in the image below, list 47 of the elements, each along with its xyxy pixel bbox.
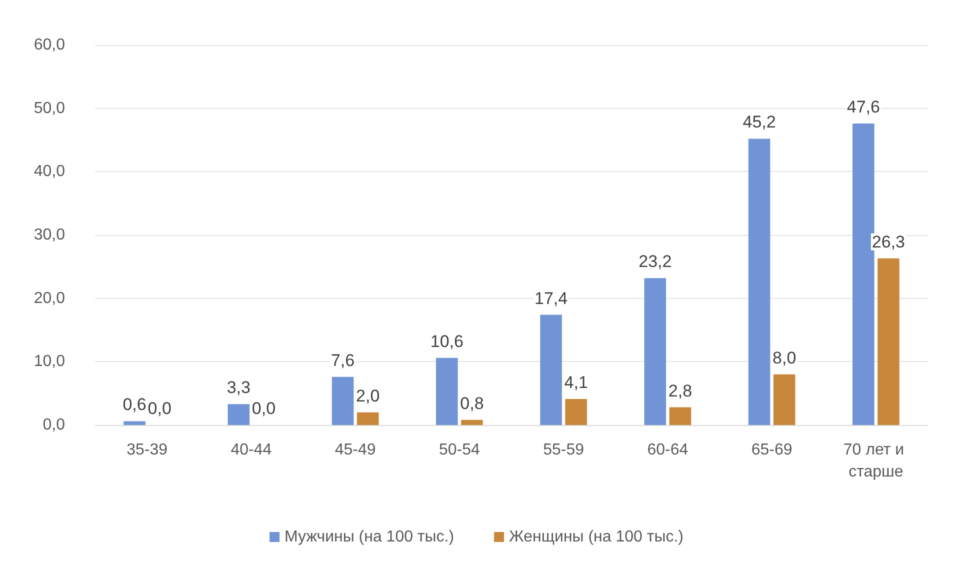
bar [669, 407, 692, 425]
bar [852, 124, 874, 425]
bar [878, 258, 900, 425]
x-tick-label: 50-54 [438, 442, 480, 458]
data-label: 0,0 [252, 399, 276, 418]
bar [436, 358, 458, 425]
data-label: 4,1 [564, 373, 588, 392]
bar [540, 314, 562, 425]
data-label: 10,6 [430, 332, 464, 351]
data-label: 8,0 [772, 348, 796, 368]
x-tick-label: 60-64 [647, 442, 688, 458]
bar [356, 412, 379, 425]
data-label: 2,8 [668, 381, 692, 400]
y-tick-label: 40,0 [34, 163, 66, 180]
data-label: 47,6 [846, 98, 880, 117]
bar [565, 399, 587, 425]
legend-label: Женщины (на 100 тыс.) [509, 528, 684, 546]
x-tick-label: 45-49 [334, 442, 376, 458]
x-tick-label: 55-59 [543, 442, 584, 458]
data-label: 0,0 [148, 399, 172, 418]
bar [461, 420, 483, 425]
y-tick-label: 50,0 [34, 100, 66, 117]
x-tick-label: 65-69 [751, 442, 792, 458]
legend-label: Мужчины (на 100 тыс.) [284, 528, 454, 546]
x-tick-label: 70 лет и старше [843, 442, 908, 480]
data-label: 23,2 [638, 252, 672, 272]
y-tick-label: 10,0 [34, 353, 66, 370]
bar [748, 138, 770, 425]
data-label: 17,4 [534, 288, 568, 308]
y-tick-label: 0,0 [42, 416, 66, 434]
data-label: 7,6 [330, 350, 355, 370]
x-tick-label: 35-39 [126, 442, 168, 458]
y-tick-label: 30,0 [34, 226, 66, 244]
data-label: 0,8 [460, 394, 484, 413]
data-label: 0,6 [122, 395, 146, 414]
data-label: 2,0 [356, 386, 380, 406]
bar [332, 376, 354, 425]
x-tick-label: 40-44 [230, 442, 272, 458]
data-label: 26,3 [872, 232, 906, 252]
bar [644, 278, 666, 425]
y-tick-label: 60,0 [34, 36, 66, 54]
bar [773, 374, 796, 425]
bar [228, 404, 250, 425]
data-label: 45,2 [742, 112, 776, 132]
data-label: 3,3 [226, 378, 250, 398]
y-tick-label: 20,0 [34, 290, 66, 307]
bar [124, 421, 146, 425]
